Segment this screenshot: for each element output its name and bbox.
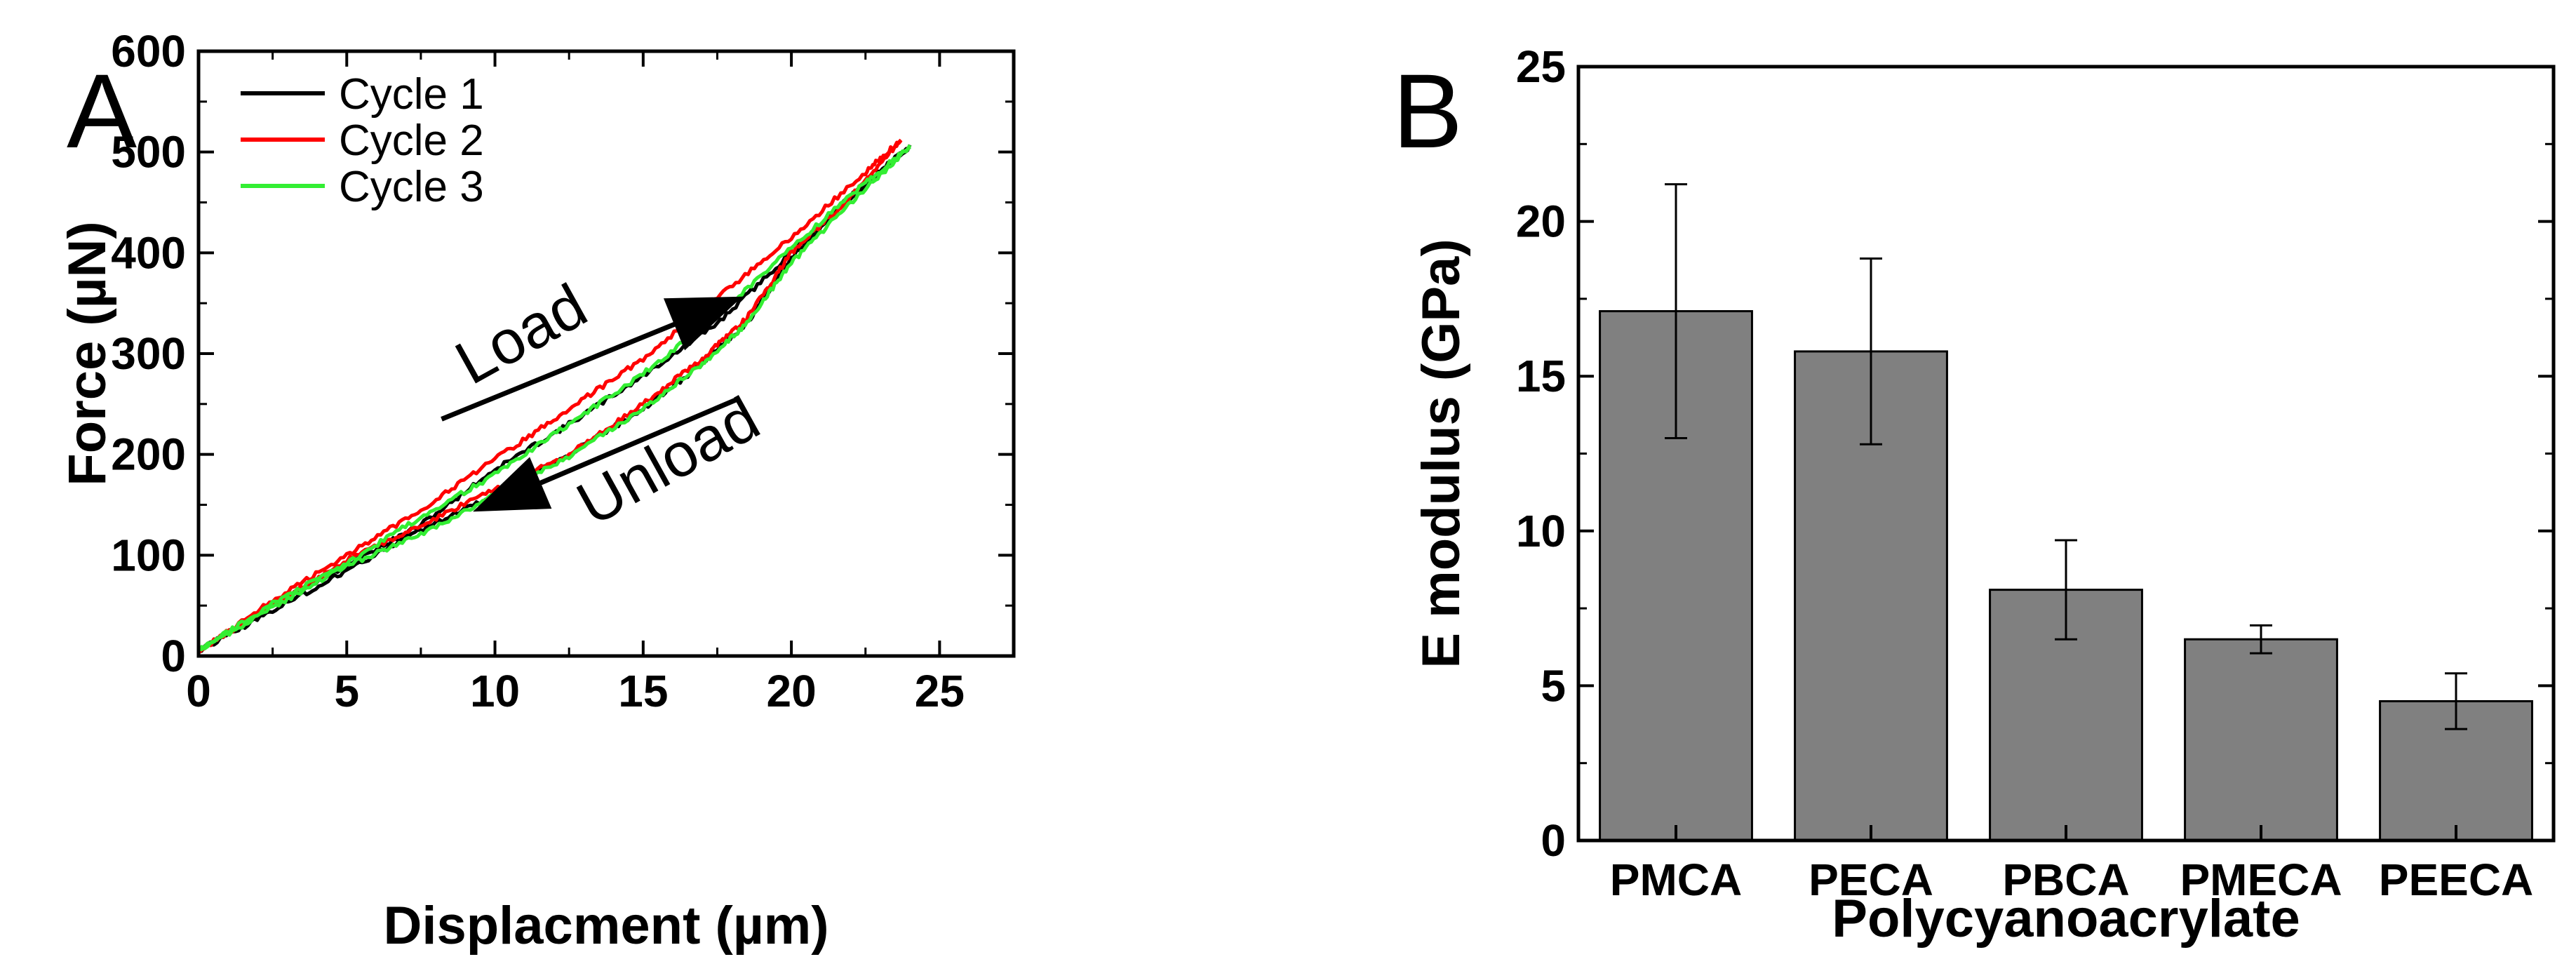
chart-b-y-tick-label: 25 [1516,41,1566,92]
chart-a-y-tick-label: 600 [111,26,186,76]
chart-b: 0 5 10 15 20 25 PMCA PECA PBCA PMECA PEECA Polycya… [1411,41,2556,949]
chart-b-y-tick-label: 15 [1516,351,1566,401]
chart-a-y-tick-label: 300 [111,328,186,379]
chart-a-series-line-loading [199,145,911,652]
chart-a-series-line-unloading [196,144,912,652]
chart-a-series-line-loading [198,145,911,654]
chart-a-x-tick-label: 0 [186,666,211,716]
chart-a-load-arrow-head [663,296,743,351]
chart-a-y-tick-label: 500 [111,127,186,178]
chart-a-annotation-load: Load [444,270,598,397]
chart-b-y-axis-title: E modulus (GPa) [1411,239,1471,668]
chart-b-y-tick-label: 10 [1516,506,1566,556]
chart-b-category-label: PBCA [2002,855,2129,905]
chart-a-legend-label: Cycle 1 [339,70,484,119]
chart-a: Load Unload Cycle 1 Cycle 2 Cycle 3 0100… [58,26,1016,956]
chart-a-annotation-arrows [441,296,743,512]
chart-b-y-tick-label: 5 [1541,660,1566,711]
panel-letter-b: B [1393,52,1463,170]
chart-a-axes: 0 100 200 300 400 500 600 0 5 10 15 20 25 [111,26,1016,716]
chart-b-category-label: PEECA [2379,855,2534,905]
chart-a-series-line-unloading [197,139,903,652]
chart-b-x-axis-title: Polycyanoacrylate [1832,889,2300,949]
chart-a-series-line-loading [197,138,903,655]
chart-a-x-tick-label: 25 [915,666,965,716]
chart-b-bar [2184,638,2338,842]
chart-a-plot-area [196,138,912,655]
chart-a-x-tick-label: 5 [334,666,359,716]
chart-a-series-line-unloading [197,144,912,653]
chart-a-legend-label: Cycle 3 [339,163,484,211]
chart-b-category-label: PMECA [2180,855,2342,905]
chart-b-y-tick-label: 0 [1541,815,1566,866]
chart-a-y-tick-label: 100 [111,530,186,580]
panel-letter-a: A [67,52,137,170]
chart-a-y-tick-label: 200 [111,429,186,480]
chart-b-axes: 0 5 10 15 20 25 PMCA PECA PBCA PMECA PEECA [1516,41,2556,905]
chart-a-legend: Cycle 1 Cycle 2 Cycle 3 [241,70,484,211]
chart-a-x-tick-label: 10 [470,666,520,716]
chart-b-plot-area [1599,183,2533,842]
chart-a-y-tick-label: 0 [161,631,186,681]
chart-a-legend-label: Cycle 2 [339,116,484,165]
chart-b-y-tick-label: 20 [1516,196,1566,247]
chart-b-category-label: PECA [1809,855,1933,905]
chart-a-x-tick-label: 15 [618,666,668,716]
chart-b-category-label: PMCA [1610,855,1742,905]
chart-a-y-tick-label: 400 [111,227,186,278]
chart-a-unload-arrow-head [473,457,552,512]
chart-a-x-axis-title: Displacment (µm) [383,896,829,956]
chart-a-x-tick-label: 20 [766,666,816,716]
chart-a-y-axis-title: Force (µN) [58,221,117,486]
